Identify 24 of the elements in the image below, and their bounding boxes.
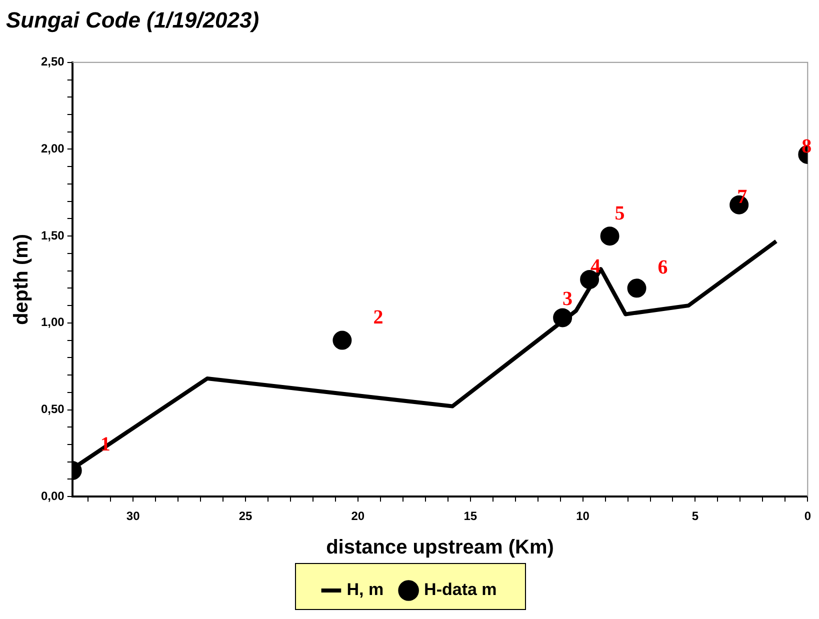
y-tick-label: 2,00 [40,142,65,156]
x-axis-title: distance upstream (Km) [326,536,554,559]
chart-title: Sungai Code (1/19/2023) [6,7,260,32]
y-tick-label: 2,50 [40,54,65,69]
y-tick-label: 0,50 [40,402,65,416]
x-tick-label: 10 [576,509,590,524]
annotation: 6 [658,256,668,278]
legend-label: H-data m [424,580,497,600]
y-tick-label: 1,00 [40,315,65,330]
point [600,226,620,246]
y-tick-label: 1,50 [40,228,65,242]
y-tick-label: 0,00 [40,488,65,503]
annotation: 3 [562,288,573,310]
y-axis-title: depth (m) [10,234,33,326]
x-tick-label: 25 [238,509,252,524]
annotation: 2 [373,306,384,328]
x-tick-label: 20 [351,509,365,524]
legend-label: H, m [346,580,384,600]
x-tick-label: 30 [126,509,140,524]
point [627,278,646,298]
x-tick-label: 15 [464,509,478,524]
x-tick-label: 5 [692,509,699,524]
x-tick-label: 0 [804,509,812,524]
annotation: 5 [614,202,625,224]
